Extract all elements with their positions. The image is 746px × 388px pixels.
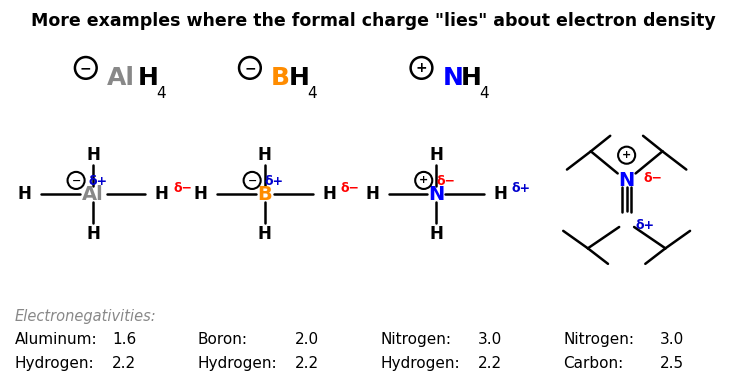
Text: Boron:: Boron: xyxy=(198,332,248,347)
Text: 2.2: 2.2 xyxy=(295,357,319,371)
Text: −: − xyxy=(80,61,92,75)
Text: +: + xyxy=(419,175,428,185)
Text: −: − xyxy=(72,175,81,185)
Text: H: H xyxy=(194,185,207,203)
Text: H: H xyxy=(322,185,336,203)
Text: H: H xyxy=(18,185,31,203)
Text: Al: Al xyxy=(82,185,104,203)
Text: 4: 4 xyxy=(479,86,489,100)
Text: H: H xyxy=(87,146,100,164)
Text: H: H xyxy=(430,146,443,164)
Text: 4: 4 xyxy=(307,86,317,100)
Text: +: + xyxy=(622,150,631,160)
Text: Hydrogen:: Hydrogen: xyxy=(380,357,460,371)
Text: More examples where the formal charge "lies" about electron density: More examples where the formal charge "l… xyxy=(31,12,715,29)
Text: N: N xyxy=(442,66,463,90)
Text: −: − xyxy=(248,175,257,185)
Text: δ+: δ+ xyxy=(636,218,655,232)
Text: δ−: δ− xyxy=(173,182,192,195)
Text: Nitrogen:: Nitrogen: xyxy=(380,332,451,347)
Text: 3.0: 3.0 xyxy=(477,332,502,347)
Text: 1.6: 1.6 xyxy=(112,332,137,347)
Text: δ−: δ− xyxy=(436,175,455,188)
Text: H: H xyxy=(460,66,481,90)
Text: Hydrogen:: Hydrogen: xyxy=(15,357,95,371)
Text: Al: Al xyxy=(107,66,135,90)
Text: H: H xyxy=(87,225,100,243)
Text: H: H xyxy=(289,66,310,90)
Text: H: H xyxy=(258,146,272,164)
Text: 2.5: 2.5 xyxy=(660,357,684,371)
Text: 2.2: 2.2 xyxy=(112,357,136,371)
Text: Carbon:: Carbon: xyxy=(563,357,624,371)
Text: +: + xyxy=(416,61,427,75)
Text: Hydrogen:: Hydrogen: xyxy=(198,357,278,371)
Text: N: N xyxy=(618,171,635,190)
Text: B: B xyxy=(257,185,272,203)
Text: N: N xyxy=(428,185,445,203)
Text: Nitrogen:: Nitrogen: xyxy=(563,332,634,347)
Text: 3.0: 3.0 xyxy=(660,332,685,347)
Text: δ+: δ+ xyxy=(265,175,284,188)
Text: Aluminum:: Aluminum: xyxy=(15,332,98,347)
Text: 2.0: 2.0 xyxy=(295,332,319,347)
Text: H: H xyxy=(138,66,159,90)
Text: 4: 4 xyxy=(157,86,166,100)
Text: 2.2: 2.2 xyxy=(477,357,501,371)
Text: C: C xyxy=(626,219,627,220)
Text: H: H xyxy=(494,185,507,203)
Text: δ+: δ+ xyxy=(89,175,108,188)
Text: H: H xyxy=(258,225,272,243)
Text: −: − xyxy=(244,61,256,75)
Text: δ−: δ− xyxy=(340,182,359,195)
Text: δ+: δ+ xyxy=(512,182,531,195)
Text: Electronegativities:: Electronegativities: xyxy=(15,309,157,324)
Text: H: H xyxy=(155,185,169,203)
Text: H: H xyxy=(430,225,443,243)
Text: B: B xyxy=(271,66,289,90)
Text: H: H xyxy=(366,185,379,203)
Text: δ−: δ− xyxy=(643,172,662,185)
